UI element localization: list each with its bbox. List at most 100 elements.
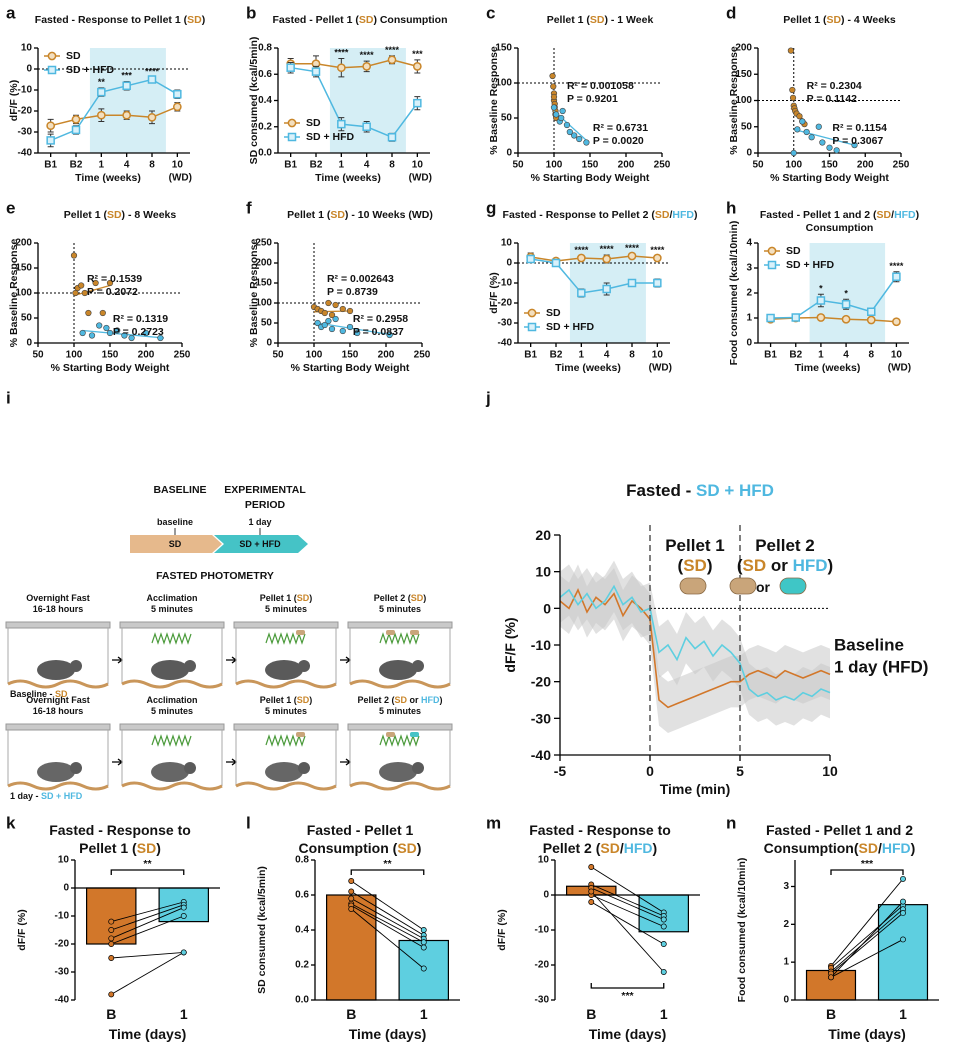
point — [346, 307, 354, 315]
y-axis-label: dF/F (%) — [496, 909, 508, 950]
x-tick-label: 100 — [546, 160, 563, 171]
marker — [387, 55, 397, 65]
chart-title-part: ) - 1 Week — [604, 14, 653, 26]
marker — [867, 307, 876, 316]
y-tick-label: -40 — [55, 995, 70, 1006]
y-tick-label: 0 — [506, 258, 512, 269]
x-tick-label: 250 — [174, 350, 191, 361]
x-axis-label: Time (weeks) — [555, 362, 621, 374]
marker — [527, 308, 537, 318]
point — [114, 327, 121, 334]
significance-label: **** — [650, 245, 665, 255]
panel-letter: m — [486, 814, 501, 833]
marker — [97, 87, 106, 97]
legend-label: SD + HFD — [546, 321, 595, 333]
panel-letter: h — [726, 199, 736, 218]
marker — [122, 81, 131, 91]
chart-title-part: Fasted - Pellet 1 and 2 ( — [760, 209, 877, 221]
legend-label: SD + HFD — [306, 131, 355, 143]
annotation-part: ( — [737, 556, 743, 575]
x-tick-label: B — [346, 1006, 356, 1022]
significance-bracket — [110, 869, 185, 875]
marker — [527, 322, 537, 332]
point — [180, 913, 187, 919]
chart-title-part: SD — [397, 840, 416, 856]
marker — [287, 118, 297, 128]
chart-title: Fasted - SD + HFD — [626, 481, 774, 500]
step-label-part: Overnight Fast — [26, 695, 90, 705]
significance-label: **** — [600, 244, 615, 254]
x-tick-label: B1 — [284, 160, 297, 171]
row-caption: Baseline - SD — [10, 689, 68, 699]
arrow — [112, 758, 124, 766]
point — [794, 126, 801, 133]
marker — [841, 300, 851, 309]
pair-line — [351, 891, 424, 936]
highlight-region — [809, 243, 886, 343]
step-label-part: Overnight Fast — [26, 593, 90, 603]
panel: b Fasted - Pellet 1 (SD) Consumption0.00.… — [246, 4, 448, 185]
y-tick-label: 0.2 — [295, 960, 309, 971]
x-tick-label: -5 — [554, 763, 567, 779]
x-tick-label: 150 — [342, 350, 359, 361]
mouse — [379, 762, 417, 782]
marker — [577, 288, 586, 298]
step-label: 5 minutes — [379, 706, 421, 716]
point — [346, 323, 354, 331]
point — [900, 898, 906, 905]
pellet-icon — [386, 630, 395, 635]
y-tick-label: -30 — [531, 710, 551, 726]
x-tick-label: 1 — [899, 1006, 907, 1022]
chart-title: Fasted - Response to Pellet 2 (SD/HFD) — [503, 209, 698, 221]
panel: m Fasted - Response to Pellet 2 (SD/HFD) -3… — [486, 814, 700, 1042]
chart-title-part: Fasted - Response to — [529, 822, 671, 838]
marker — [173, 89, 182, 99]
step-label-part: Pellet 1 ( — [260, 593, 297, 603]
y-tick-label: 1 — [746, 313, 752, 324]
marker — [147, 75, 157, 84]
highlight-region — [89, 48, 166, 153]
chart-title-part: Fasted - Response to Pellet 1 ( — [35, 14, 188, 26]
point — [348, 906, 355, 912]
point — [108, 927, 115, 933]
x-tick-label: B — [106, 1006, 116, 1022]
chart-title: Pellet 1 (SD) - 10 Weeks (WD) — [287, 209, 433, 221]
point — [339, 327, 346, 335]
marker — [362, 122, 371, 131]
point — [420, 927, 427, 933]
step-label-part: SD — [297, 593, 310, 603]
pair-line — [111, 952, 184, 995]
step-label: Acclimation — [146, 593, 197, 603]
x-axis-label: Time (days) — [589, 1026, 667, 1042]
y-axis-label: dF/F (%) — [8, 80, 20, 121]
x-axis-label: Time (min) — [660, 781, 731, 797]
x-tick-label: 200 — [378, 350, 395, 361]
annotation-part: SD — [683, 556, 707, 575]
x-axis-label: % Starting Body Weight — [770, 172, 889, 184]
step-label-part: 5 minutes — [265, 604, 307, 614]
legend-label: SD + HFD — [786, 259, 835, 271]
mouse — [184, 762, 196, 774]
chart-title-part: ) — [156, 840, 161, 856]
x-tick-label: 1 — [579, 350, 585, 361]
marker — [653, 278, 662, 288]
cage-bedding — [7, 781, 109, 791]
marker — [652, 253, 662, 263]
marker — [172, 102, 182, 112]
panel: f Pellet 1 (SD) - 10 Weeks (WD)0501001502… — [246, 199, 433, 375]
panel-letter: i — [6, 389, 11, 408]
pellet-icon — [296, 630, 305, 635]
pair-line — [351, 898, 424, 940]
phase-bar-label: SD + HFD — [239, 539, 281, 549]
x-tick-label: 10 — [652, 350, 664, 361]
annotation-part: or — [756, 579, 771, 595]
x-tick-label: B1 — [44, 160, 57, 171]
marker — [602, 254, 612, 264]
y-axis-label: SD consumed (kcal/5min) — [256, 866, 268, 994]
y-axis-label: SD consumed (kcal/5min) — [248, 37, 260, 165]
pair-line — [830, 878, 904, 967]
marker — [767, 246, 777, 256]
point — [558, 114, 565, 122]
y-tick-label: 10 — [21, 43, 33, 54]
y-axis-label: dF/F (%) — [502, 617, 518, 672]
